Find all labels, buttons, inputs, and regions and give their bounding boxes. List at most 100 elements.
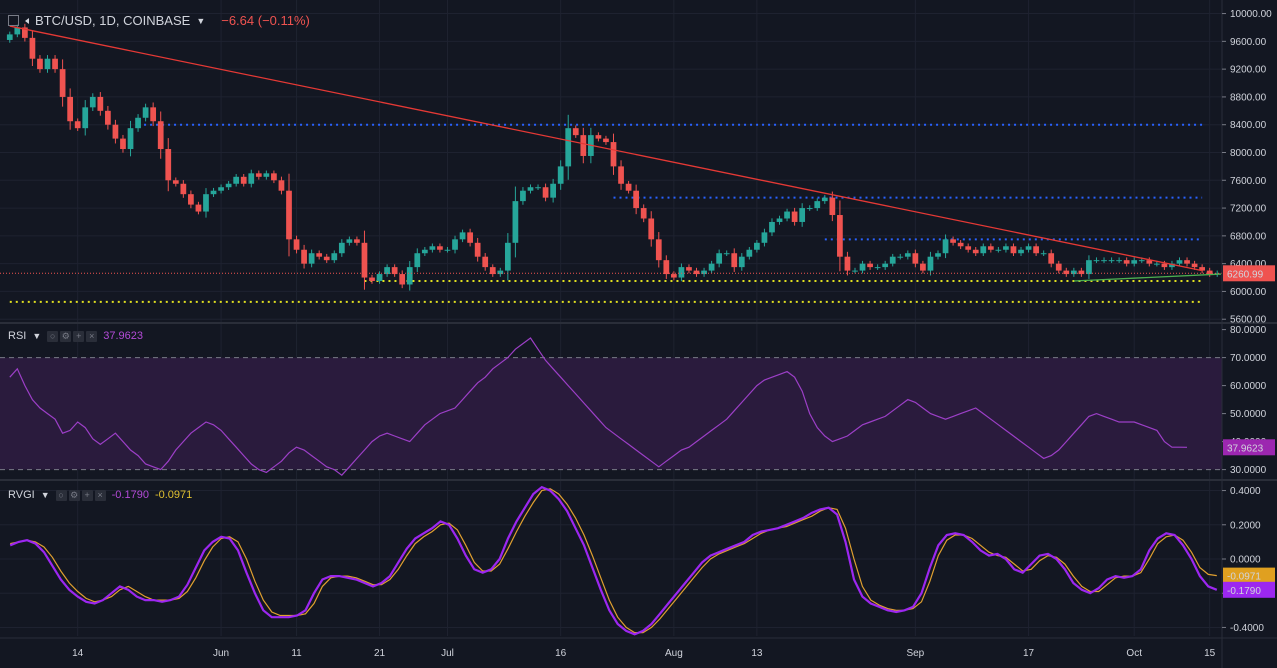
candle[interactable] [1018,246,1024,257]
candle[interactable] [655,232,662,268]
candle-body[interactable] [557,166,564,184]
candle[interactable] [384,264,390,277]
symbol-label[interactable]: BTC/USD, 1D, COINBASE [35,13,191,28]
candle-body[interactable] [429,246,436,250]
candle[interactable] [210,187,217,197]
candle-body[interactable] [595,135,602,139]
candle[interactable] [942,234,949,259]
candle[interactable] [37,55,43,73]
candle-body[interactable] [1101,260,1107,262]
add-icon[interactable]: + [81,489,93,501]
settings-icon[interactable]: ⚙ [60,330,72,342]
rsi-pane[interactable] [0,337,1222,477]
candle[interactable] [271,170,277,184]
candle-body[interactable] [542,187,549,198]
candle[interactable] [1131,257,1138,267]
candle-body[interactable] [437,246,443,250]
candle[interactable] [74,118,81,131]
caret-down-icon[interactable]: ▼ [196,15,206,26]
candle-body[interactable] [444,249,451,251]
candle-body[interactable] [150,107,157,122]
candle[interactable] [867,260,873,270]
candle-body[interactable] [1199,267,1206,271]
candle-body[interactable] [482,256,489,268]
candle-body[interactable] [67,96,74,122]
candle[interactable] [776,215,783,225]
candle[interactable] [844,251,851,276]
caret-down-icon[interactable]: ▼ [32,331,42,341]
candle-body[interactable] [580,135,587,156]
candle[interactable] [995,246,1002,253]
candle-body[interactable] [837,215,843,257]
candle[interactable] [769,218,775,237]
candle-body[interactable] [293,239,300,250]
candle-body[interactable] [761,232,768,243]
candle-body[interactable] [384,267,390,275]
candle-body[interactable] [474,242,481,257]
candle[interactable] [105,105,111,130]
candle[interactable] [693,267,700,277]
candle[interactable] [195,201,202,215]
candle[interactable] [504,233,511,281]
candle-body[interactable] [97,96,104,111]
candle-body[interactable] [625,183,632,191]
candle-body[interactable] [504,242,511,271]
candle[interactable] [1108,257,1115,263]
candle[interactable] [625,180,632,194]
candle[interactable] [889,253,896,267]
candle[interactable] [467,228,473,247]
candle[interactable] [263,170,270,180]
candle[interactable] [248,169,255,188]
candle-body[interactable] [527,187,534,191]
candle-body[interactable] [1123,260,1130,264]
candle[interactable] [874,264,881,270]
candle[interactable] [603,135,609,145]
candle-body[interactable] [942,239,949,254]
candle-body[interactable] [912,253,919,264]
candle-body[interactable] [271,173,277,181]
candle[interactable] [1123,257,1130,267]
candle-body[interactable] [882,263,889,268]
candle[interactable] [821,194,828,204]
candle-body[interactable] [738,256,745,268]
candle-body[interactable] [459,232,466,240]
candle-body[interactable] [1048,253,1055,264]
candle-body[interactable] [142,107,149,118]
candle[interactable] [754,240,760,253]
candle-body[interactable] [693,270,700,275]
candle-body[interactable] [105,110,111,125]
candle[interactable] [663,255,670,279]
candle-body[interactable] [188,194,194,205]
candle-body[interactable] [316,253,323,257]
candle-body[interactable] [791,211,798,222]
candle-body[interactable] [904,253,911,257]
candle-body[interactable] [716,253,723,264]
candle-body[interactable] [421,249,428,254]
candle-body[interactable] [1025,246,1032,250]
candle-body[interactable] [640,208,647,219]
candle-body[interactable] [59,69,66,97]
candle[interactable] [89,93,96,111]
candle-body[interactable] [489,267,496,275]
candle-body[interactable] [1138,260,1145,262]
candle[interactable] [686,264,692,274]
candle[interactable] [482,253,489,271]
candle-body[interactable] [74,121,81,129]
candle[interactable] [716,249,723,268]
candle-body[interactable] [1206,270,1213,275]
candle[interactable] [414,248,421,272]
candle-body[interactable] [671,274,677,278]
rvgi-label[interactable]: RVGI [8,489,35,501]
candle-body[interactable] [218,187,224,191]
candle-body[interactable] [135,117,141,129]
candle[interactable] [437,243,443,253]
candle[interactable] [565,114,572,180]
candle-body[interactable] [37,58,43,70]
candle-body[interactable] [935,253,941,257]
candle-body[interactable] [859,263,866,271]
candle[interactable] [459,229,466,243]
candle-body[interactable] [331,253,338,261]
candle-body[interactable] [784,211,790,219]
candle-body[interactable] [995,249,1002,251]
candle-body[interactable] [867,263,873,268]
